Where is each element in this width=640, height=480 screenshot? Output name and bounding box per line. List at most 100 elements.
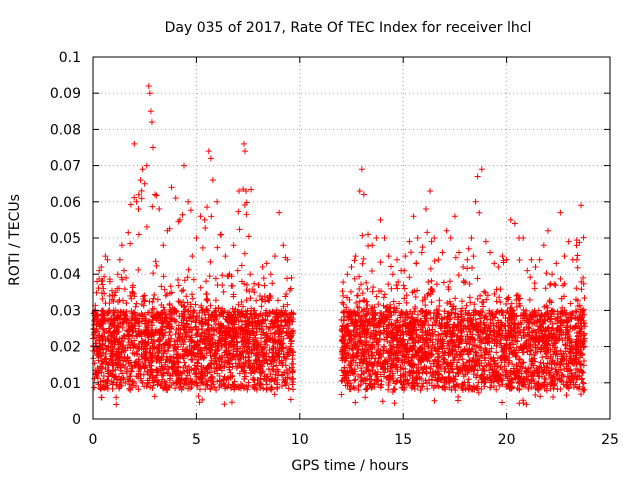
data-point	[552, 282, 559, 289]
data-point	[553, 334, 560, 341]
data-point	[197, 386, 204, 393]
data-point	[564, 345, 571, 352]
data-point	[127, 373, 134, 380]
data-point	[558, 378, 565, 385]
data-point	[246, 359, 253, 366]
data-point	[251, 311, 258, 318]
data-point	[543, 387, 550, 394]
data-point	[133, 300, 140, 307]
data-point	[529, 357, 536, 364]
data-point	[213, 316, 220, 323]
data-point	[279, 372, 286, 379]
data-point	[267, 371, 274, 378]
data-point	[409, 314, 416, 321]
data-point	[355, 312, 362, 319]
data-point	[517, 363, 524, 370]
data-point	[149, 331, 156, 338]
data-point	[153, 192, 160, 199]
data-point	[90, 329, 97, 336]
data-point	[516, 374, 523, 381]
data-point	[137, 177, 144, 184]
data-point	[99, 336, 106, 343]
data-point	[93, 321, 100, 328]
data-point	[257, 310, 264, 317]
data-point	[580, 306, 587, 313]
data-point	[152, 191, 159, 198]
data-point	[487, 322, 494, 329]
data-point	[473, 320, 480, 327]
data-point	[236, 188, 243, 195]
data-point	[274, 324, 281, 331]
data-point	[346, 296, 353, 303]
data-point	[406, 344, 413, 351]
data-point	[475, 389, 482, 396]
data-point	[580, 234, 587, 241]
data-point	[260, 317, 267, 324]
data-point	[473, 359, 480, 366]
data-point	[190, 345, 197, 352]
data-point	[184, 320, 191, 327]
data-point	[243, 199, 250, 206]
data-point	[193, 353, 200, 360]
data-point	[349, 352, 356, 359]
data-point	[393, 326, 400, 333]
data-point	[359, 290, 366, 297]
data-point	[251, 350, 258, 357]
data-point	[139, 312, 146, 319]
data-point	[407, 362, 414, 369]
data-point	[532, 350, 539, 357]
data-point	[480, 319, 487, 326]
data-point	[201, 373, 208, 380]
data-point	[129, 315, 136, 322]
data-point	[95, 357, 102, 364]
data-point	[564, 318, 571, 325]
data-point	[508, 314, 515, 321]
data-point	[500, 312, 507, 319]
data-point	[174, 276, 181, 283]
data-point	[242, 308, 249, 315]
data-point	[364, 302, 371, 309]
data-point	[106, 338, 113, 345]
data-point	[581, 320, 588, 327]
data-point	[573, 352, 580, 359]
data-point	[108, 287, 115, 294]
data-point	[358, 317, 365, 324]
data-point	[180, 162, 187, 169]
data-point	[384, 334, 391, 341]
data-point	[497, 299, 504, 306]
data-point	[273, 362, 280, 369]
data-point	[338, 327, 345, 334]
data-point	[528, 372, 535, 379]
data-point	[273, 352, 280, 359]
data-point	[441, 327, 448, 334]
data-point	[122, 380, 129, 387]
data-point	[119, 276, 126, 283]
data-point	[200, 364, 207, 371]
data-point	[375, 338, 382, 345]
data-point	[548, 315, 555, 322]
data-point	[402, 351, 409, 358]
data-point	[190, 307, 197, 314]
data-point	[423, 308, 430, 315]
data-point	[428, 238, 435, 245]
data-point	[484, 339, 491, 346]
data-point	[354, 362, 361, 369]
data-point	[516, 256, 523, 263]
data-point	[520, 332, 527, 339]
data-point	[175, 372, 182, 379]
data-point	[374, 362, 381, 369]
data-point	[543, 302, 550, 309]
data-point	[273, 368, 280, 375]
data-point	[238, 298, 245, 305]
data-point	[393, 344, 400, 351]
data-point	[135, 206, 142, 213]
data-point	[564, 363, 571, 370]
data-point	[487, 355, 494, 362]
data-point	[245, 340, 252, 347]
data-point	[539, 312, 546, 319]
data-point	[491, 369, 498, 376]
data-point	[372, 336, 379, 343]
data-point	[576, 302, 583, 309]
data-point	[396, 335, 403, 342]
data-point	[193, 331, 200, 338]
